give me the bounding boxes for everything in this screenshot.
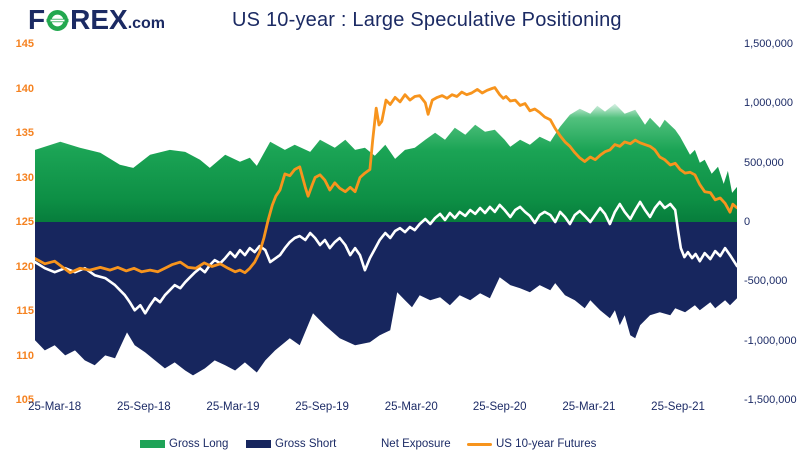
x-tick-25-sep-18: 25-Sep-18 xyxy=(116,401,171,413)
series-net-exposure xyxy=(35,200,737,315)
legend-swatch-gross-short xyxy=(246,440,271,448)
series-gross-short xyxy=(35,222,737,376)
series-gross-long xyxy=(35,103,737,222)
logo-text-com: .com xyxy=(127,15,166,32)
legend-item-gross-short: Gross Short xyxy=(246,437,336,451)
left-tick-135: 135 xyxy=(15,127,34,139)
right-tick--500000: -500,000 xyxy=(744,275,788,288)
x-tick-25-mar-21: 25-Mar-21 xyxy=(562,401,616,413)
right-tick-0: 0 xyxy=(744,216,751,228)
chart-title: US 10-year : Large Speculative Positioni… xyxy=(232,9,622,31)
logo-text-rex: REX xyxy=(70,4,128,35)
forex-o-globe-icon xyxy=(46,9,69,31)
legend-label-gross-long: Gross Long xyxy=(169,438,229,450)
legend-item-net-exposure: Net Exposure xyxy=(352,437,451,451)
right-tick-1500000: 1,500,000 xyxy=(744,38,793,50)
legend-swatch-us-10-year-futures xyxy=(467,442,492,446)
x-tick-25-sep-20: 25-Sep-20 xyxy=(472,401,527,413)
legend-label-net-exposure: Net Exposure xyxy=(381,438,451,450)
legend-item-us-10-year-futures: US 10-year Futures xyxy=(467,437,596,451)
series-us-10-year-futures xyxy=(35,86,737,275)
plot-area xyxy=(35,86,737,376)
left-tick-110: 110 xyxy=(16,349,34,362)
x-tick-25-sep-19: 25-Sep-19 xyxy=(295,401,349,413)
left-tick-130: 130 xyxy=(15,171,34,184)
legend-label-gross-short: Gross Short xyxy=(275,438,337,450)
left-tick-120: 120 xyxy=(15,260,34,273)
chart-legend: Gross Long Gross Short Net Exposure US 10-y… xyxy=(0,437,800,453)
right-tick--1000000: -1,000,000 xyxy=(744,334,797,347)
forex-logo: F REX .com xyxy=(28,6,165,34)
x-tick-25-mar-20: 25-Mar-20 xyxy=(384,401,438,413)
legend-label-us-10-year-futures: US 10-year Futures xyxy=(496,438,597,450)
left-tick-125: 125 xyxy=(15,216,34,228)
x-tick-25-sep-21: 25-Sep-21 xyxy=(651,401,705,413)
legend-swatch-net-exposure xyxy=(352,440,377,448)
logo-text-f: F xyxy=(28,4,46,35)
left-tick-115: 115 xyxy=(16,305,34,317)
legend-swatch-gross-long xyxy=(140,440,165,448)
left-tick-140: 140 xyxy=(15,82,34,95)
x-tick-25-mar-19: 25-Mar-19 xyxy=(206,401,260,413)
right-tick-500000: 500,000 xyxy=(744,156,784,169)
x-tick-25-mar-18: 25-Mar-18 xyxy=(28,401,82,413)
legend-item-gross-long: Gross Long xyxy=(140,437,228,451)
left-tick-105: 105 xyxy=(15,394,34,406)
right-tick--1500000: -1,500,000 xyxy=(744,394,797,406)
right-tick-1000000: 1,000,000 xyxy=(744,97,793,110)
left-tick-145: 145 xyxy=(15,38,34,50)
